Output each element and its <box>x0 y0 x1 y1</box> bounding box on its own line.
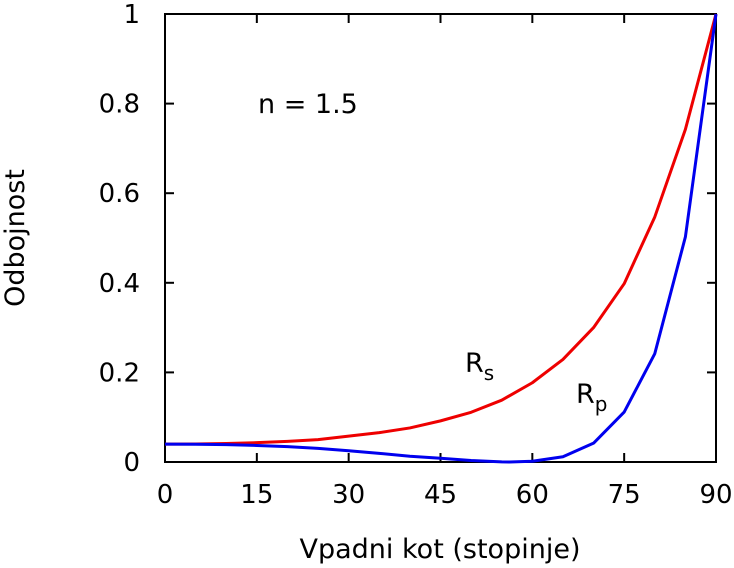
x-tick-label: 90 <box>699 480 732 510</box>
y-tick-label: 0.4 <box>99 269 140 299</box>
y-tick-label: 0.6 <box>99 179 140 209</box>
x-tick-label: 15 <box>240 480 273 510</box>
x-axis-label: Vpadni kot (stopinje) <box>300 534 581 565</box>
y-tick-label: 0.2 <box>99 358 140 388</box>
x-tick-label: 0 <box>157 480 174 510</box>
rp-curve <box>164 13 718 464</box>
rs-label: Rs <box>465 348 494 385</box>
refractive-index-annotation: n = 1.5 <box>258 89 358 120</box>
rp-label-sub: p <box>595 392 608 416</box>
y-axis-label: Odbojnost <box>0 169 31 307</box>
y-axis-ticks: 0 0.2 0.4 0.6 0.8 1 <box>99 0 716 478</box>
rs-curve <box>164 13 718 446</box>
x-axis-ticks: 0 15 30 45 60 75 90 <box>157 14 733 510</box>
y-tick-label: 1 <box>123 0 140 30</box>
x-tick-label: 30 <box>332 480 365 510</box>
rs-label-main: R <box>465 348 484 379</box>
y-tick-label: 0.8 <box>99 90 140 120</box>
x-tick-label: 60 <box>516 480 549 510</box>
series-layer <box>164 13 718 464</box>
x-tick-label: 45 <box>424 480 457 510</box>
x-tick-label: 75 <box>608 480 641 510</box>
rp-label-main: R <box>576 379 595 410</box>
rp-label: Rp <box>576 379 607 416</box>
rs-label-sub: s <box>484 361 494 385</box>
y-tick-label: 0 <box>123 448 140 478</box>
